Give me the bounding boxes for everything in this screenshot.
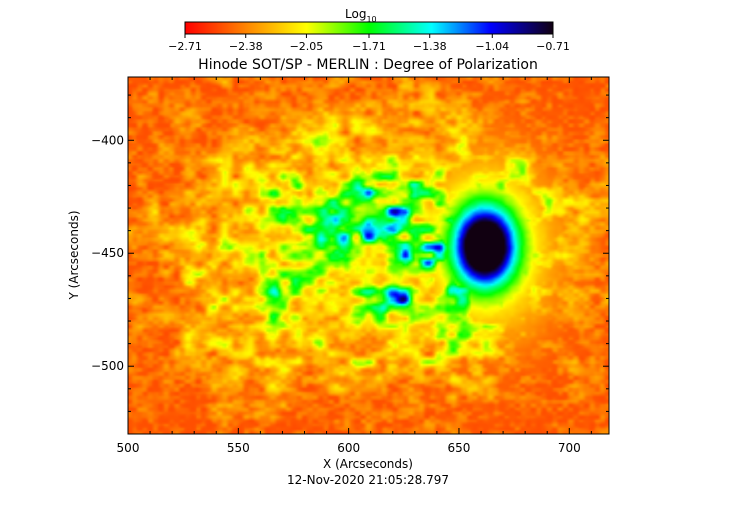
colorbar-tick-label: −1.04 [475, 40, 509, 53]
x-tick-label: 600 [337, 441, 360, 455]
colorbar-ticks: −2.71 −2.38 −2.05 −1.71 −1.38 −1.04 −0.71 [168, 34, 570, 53]
colorbar [184, 21, 554, 35]
x-tick-label: 650 [448, 441, 471, 455]
chart-title: Hinode SOT/SP - MERLIN : Degree of Polar… [198, 57, 538, 73]
x-tick-label: 500 [117, 441, 140, 455]
colorbar-tick-label: −0.71 [536, 40, 570, 53]
y-tick-label: −500 [91, 359, 124, 373]
colorbar-title-base: Log [345, 7, 366, 21]
polarization-map [128, 77, 609, 434]
y-axis-label: Y (Arcseconds) [67, 210, 81, 300]
plot-frame [127, 76, 610, 435]
x-tick-label: 700 [558, 441, 581, 455]
x-tick-label: 550 [227, 441, 250, 455]
y-axis-ticks: −400 −450 −500 [91, 94, 609, 412]
y-tick-label: −400 [91, 133, 124, 147]
colorbar-tick-label: −2.05 [290, 40, 324, 53]
colorbar-title: Log10 [345, 7, 377, 24]
colorbar-tick-label: −1.71 [352, 40, 386, 53]
timestamp: 12-Nov-2020 21:05:28.797 [287, 473, 449, 487]
colorbar-tick-label: −2.38 [229, 40, 263, 53]
x-axis-ticks: 500 550 600 650 700 [117, 77, 592, 455]
colorbar-tick-label: −2.71 [168, 40, 202, 53]
colorbar-title-subscript: 10 [366, 15, 376, 24]
x-axis-label: X (Arcseconds) [323, 457, 413, 471]
colorbar-tick-label: −1.38 [413, 40, 447, 53]
y-tick-label: −450 [91, 246, 124, 260]
